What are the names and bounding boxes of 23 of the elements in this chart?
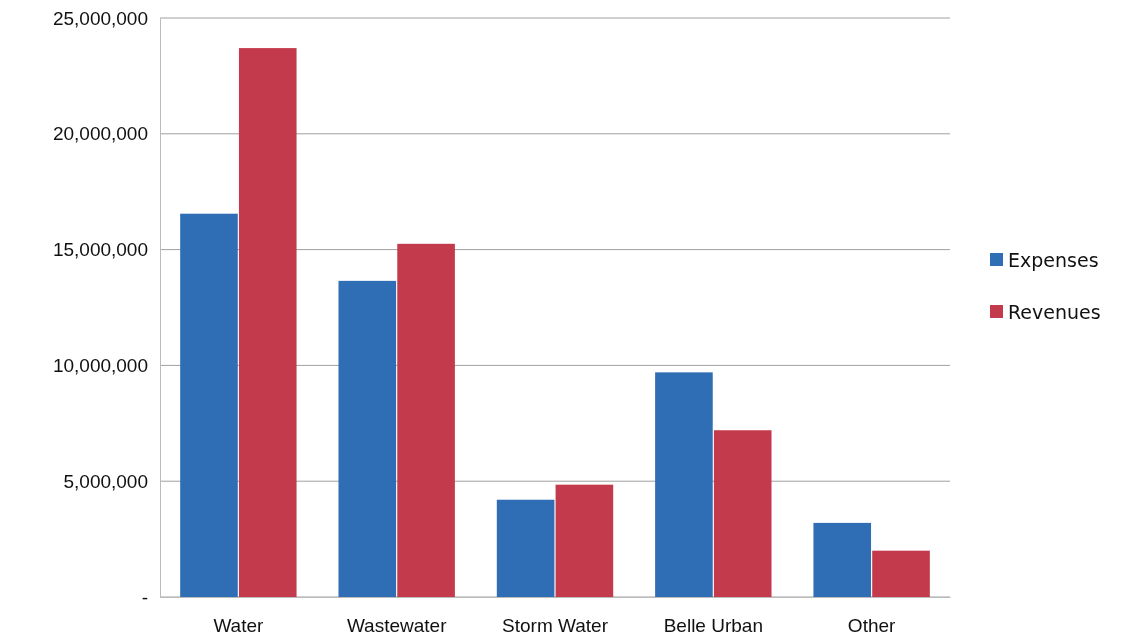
bar [713, 430, 772, 597]
x-tick-label: Wastewater [346, 615, 448, 637]
bar [813, 522, 872, 597]
x-tick-label: Belle Urban [663, 615, 763, 637]
y-tick-label: 20,000,000 [52, 123, 148, 145]
x-tick-label: Storm Water [502, 615, 609, 637]
y-tick-label: 10,000,000 [52, 354, 148, 376]
bar [872, 550, 930, 597]
y-tick-label: - [141, 586, 148, 608]
bar [397, 243, 455, 597]
x-tick-label: Water [213, 615, 265, 637]
legend-label: Revenues [1008, 300, 1101, 323]
bar [338, 280, 397, 597]
bar [180, 213, 238, 597]
bar [238, 48, 297, 597]
y-tick-label: 15,000,000 [52, 239, 148, 261]
bar [655, 372, 713, 597]
legend-label: Expenses [1008, 248, 1099, 271]
bar [496, 499, 555, 597]
bar [555, 484, 614, 597]
y-tick-label: 5,000,000 [63, 470, 148, 492]
x-tick-label: Other [847, 615, 897, 637]
y-tick-label: 25,000,000 [52, 7, 148, 29]
